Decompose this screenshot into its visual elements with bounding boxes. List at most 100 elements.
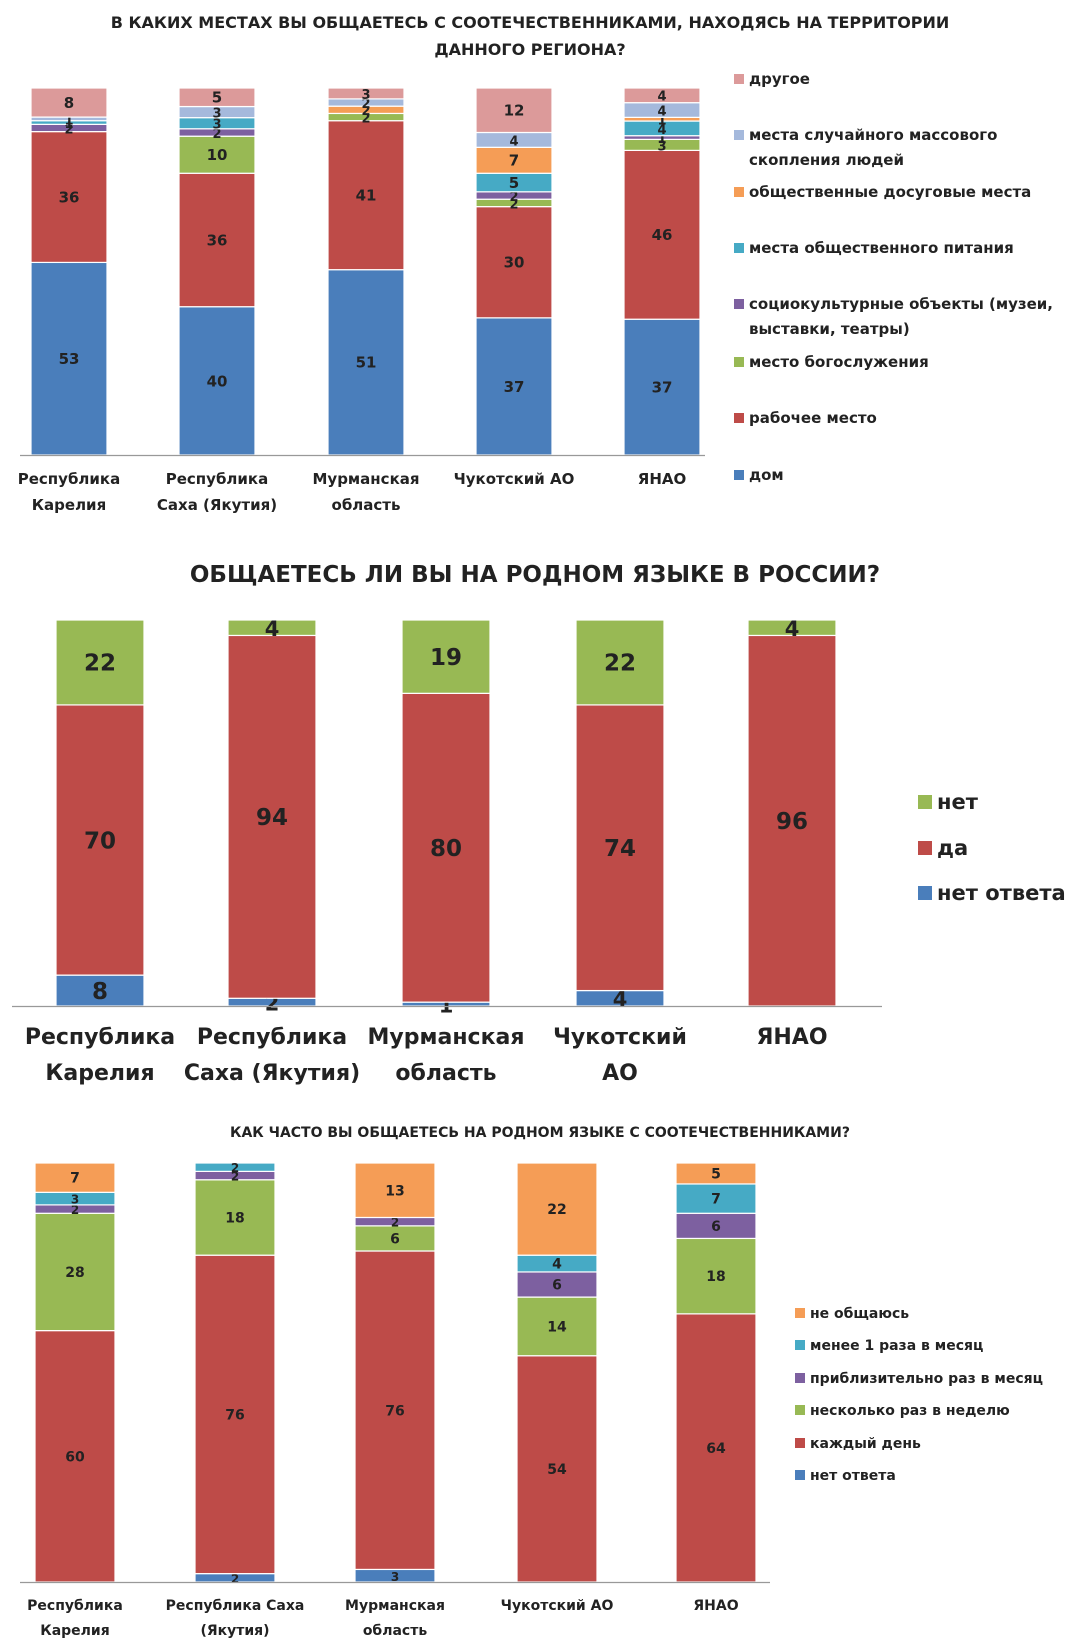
chart-native-language-use: ОБЩАЕТЕСЬ ЛИ ВЫ НА РОДНОМ ЯЗЫКЕ В РОССИИ… [12, 562, 1066, 1086]
legend-label: менее 1 раза в месяц [810, 1338, 983, 1354]
bar-segment-нет [227, 619, 317, 637]
legend-item-места-общественного-питания: места общественного питания [734, 239, 1014, 257]
data-label: 19 [430, 645, 462, 671]
data-label: 4 [509, 134, 518, 149]
legend-item-рабочее-место: рабочее место [734, 409, 877, 427]
bar-segment-дом [623, 318, 701, 456]
x-tick-label: АО [602, 1061, 638, 1086]
legend-label: скопления людей [749, 151, 904, 169]
legend-label: социокультурные объекты (музеи, [749, 295, 1053, 313]
data-label: 2 [361, 97, 370, 112]
data-label: 70 [84, 828, 116, 854]
legend-item-менее-1-раза-в-месяц: менее 1 раза в месяц [795, 1338, 983, 1354]
data-label: 18 [225, 1211, 244, 1227]
data-label: 6 [711, 1219, 721, 1235]
chart-title: КАК ЧАСТО ВЫ ОБЩАЕТЕСЬ НА РОДНОМ ЯЗЫКЕ С… [230, 1125, 850, 1141]
bar-segment-да [55, 704, 145, 976]
data-label: 8 [64, 94, 74, 112]
legend-swatch [734, 470, 744, 480]
bar-stack-5: 96 4 [747, 617, 837, 1007]
bar-segment-да [747, 634, 837, 1007]
data-label: 96 [776, 809, 808, 835]
bar-segment-несколько-раз-в-неделю [354, 1225, 436, 1252]
bar-segment-другое [178, 87, 256, 108]
bar-segment-каждый-день [194, 1254, 276, 1575]
data-label: 2 [212, 127, 221, 142]
data-label: 4 [265, 617, 280, 641]
bar-segment-рабочее-место [475, 206, 553, 319]
data-label: 3 [391, 1570, 399, 1584]
x-tick-label: Мурманская [312, 470, 419, 488]
legend-label: нет ответа [937, 881, 1066, 905]
data-label: 4 [657, 123, 666, 138]
bar-segment-рабочее-место [178, 172, 256, 308]
legend-item-нет-ответа: нет ответа [918, 881, 1066, 905]
bar-segment-другое [327, 87, 405, 100]
data-label: 6 [552, 1278, 562, 1294]
data-label: 4 [785, 617, 800, 641]
x-tick-label: Карелия [32, 496, 106, 514]
bar-segment-каждый-день [354, 1250, 436, 1571]
data-label: 12 [504, 102, 525, 120]
bar-stack-3: 3 76 62 13 [354, 1162, 436, 1584]
x-tick-label: Мурманская [368, 1025, 525, 1050]
data-label: 10 [207, 146, 228, 164]
data-label: 60 [65, 1449, 85, 1465]
data-label: 3 [212, 106, 221, 121]
data-label: 41 [356, 187, 377, 205]
bar-segment-место-богослужения [178, 135, 256, 174]
data-label: 1 [64, 117, 73, 132]
chart-title: В КАКИХ МЕСТАХ ВЫ ОБЩАЕТЕСЬ С СООТЕЧЕСТВ… [111, 13, 950, 32]
legend-label: дом [749, 466, 784, 484]
data-label: 80 [430, 836, 462, 862]
legend-label: место богослужения [749, 353, 929, 371]
legend-swatch [795, 1308, 805, 1318]
bar-segment-менее-1-раза-в-месяц [194, 1162, 276, 1172]
data-label: 51 [356, 354, 377, 372]
data-label: 18 [706, 1269, 725, 1285]
x-tick-label: Республика [197, 1025, 347, 1050]
data-label: 7 [711, 1192, 721, 1208]
data-label: 30 [504, 254, 525, 272]
x-tick-label: ЯНАО [693, 1598, 738, 1614]
data-label: 1 [64, 113, 73, 128]
data-label: 36 [59, 188, 80, 206]
bar-segment-другое [30, 87, 108, 118]
data-label: 13 [385, 1183, 404, 1199]
legend-item-социокультурные-объекты-музеи-выставки-театры: социокультурные объекты (музеи, выставки,… [734, 295, 1053, 338]
data-label: 1 [657, 132, 666, 147]
chart-native-language-frequency: КАК ЧАСТО ВЫ ОБЩАЕТЕСЬ НА РОДНОМ ЯЗЫКЕ С… [20, 1125, 1043, 1639]
x-tick-label: область [363, 1623, 428, 1639]
legend-item-несколько-раз-в-неделю: несколько раз в неделю [795, 1403, 1010, 1419]
legend-label: рабочее место [749, 409, 877, 427]
legend-swatch [795, 1373, 805, 1383]
legend-item-место-богослужения: место богослужения [734, 353, 929, 371]
x-tick-label: Карелия [45, 1061, 154, 1086]
data-label: 64 [706, 1441, 726, 1457]
legend-swatch [734, 243, 744, 253]
bar-segment-другое [475, 87, 553, 134]
data-label: 7 [509, 152, 519, 170]
legend-swatch [734, 357, 744, 367]
legend-item-общественные-досуговые-места: общественные досуговые места [734, 183, 1031, 201]
x-tick-label: область [395, 1061, 496, 1086]
data-label: 3 [361, 88, 370, 103]
legend-label: общественные досуговые места [749, 183, 1031, 201]
x-tick-label: Республика [25, 1025, 175, 1050]
legend-swatch [795, 1405, 805, 1415]
bar-segment-несколько-раз-в-неделю [194, 1179, 276, 1256]
x-tick-label: Чукотский [553, 1025, 687, 1050]
x-tick-label: ЯНАО [638, 470, 686, 488]
legend-label: выставки, театры) [749, 320, 910, 338]
bar-segment-дом [475, 317, 553, 456]
bar-segment-не-общаюсь [516, 1162, 598, 1256]
data-label: 94 [256, 805, 288, 831]
legend-item-нет-ответа: нет ответа [795, 1468, 896, 1484]
chart-title: ОБЩАЕТЕСЬ ЛИ ВЫ НА РОДНОМ ЯЗЫКЕ В РОССИИ… [190, 562, 880, 588]
bar-segment-нет [747, 619, 837, 637]
bar-stack-5: 64 18 6 7 5 [675, 1162, 757, 1583]
